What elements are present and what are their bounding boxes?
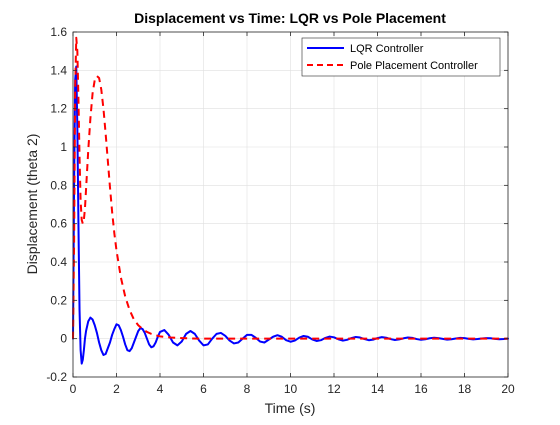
x-tick-label: 4 bbox=[157, 382, 164, 396]
series-line-pole-placement bbox=[72, 36, 508, 340]
chart-title: Displacement vs Time: LQR vs Pole Placem… bbox=[134, 10, 446, 26]
y-tick-label: 1.6 bbox=[50, 25, 67, 39]
x-tick-label: 2 bbox=[113, 382, 120, 396]
legend-label-lqr: LQR Controller bbox=[350, 43, 424, 55]
y-axis-label: Displacement (theta 2) bbox=[24, 134, 40, 275]
x-tick-label: 6 bbox=[200, 382, 207, 396]
y-tick-label: 1 bbox=[60, 140, 67, 154]
series-line-lqr bbox=[72, 65, 509, 365]
y-tick-label: 0.2 bbox=[50, 293, 67, 307]
x-tick-label: 18 bbox=[458, 382, 472, 396]
legend-label-pole: Pole Placement Controller bbox=[350, 60, 478, 72]
x-tick-label: 16 bbox=[414, 382, 428, 396]
x-tick-label: 10 bbox=[284, 382, 298, 396]
ticks: 0 2 4 6 8 10 12 14 16 18 20-0.200.20.40.60.811.21.… bbox=[46, 25, 515, 396]
x-tick-label: 14 bbox=[371, 382, 385, 396]
y-tick-label: 1.4 bbox=[50, 63, 67, 77]
legend: LQR Controller Pole Placement Controller bbox=[301, 37, 501, 77]
series-layer bbox=[72, 36, 509, 365]
x-tick-label: 20 bbox=[501, 382, 515, 396]
y-tick-label: 0 bbox=[60, 332, 67, 346]
y-tick-label: 1.2 bbox=[50, 102, 67, 116]
legend-box bbox=[301, 37, 501, 77]
y-tick-label: 0.6 bbox=[50, 217, 67, 231]
y-tick-label: 0.4 bbox=[50, 255, 67, 269]
y-tick-label: -0.2 bbox=[46, 370, 67, 384]
y-tick-label: 0.8 bbox=[50, 178, 67, 192]
x-tick-label: 8 bbox=[244, 382, 251, 396]
x-axis-label: Time (s) bbox=[265, 400, 316, 416]
x-tick-label: 12 bbox=[327, 382, 341, 396]
x-tick-label: 0 bbox=[70, 382, 77, 396]
